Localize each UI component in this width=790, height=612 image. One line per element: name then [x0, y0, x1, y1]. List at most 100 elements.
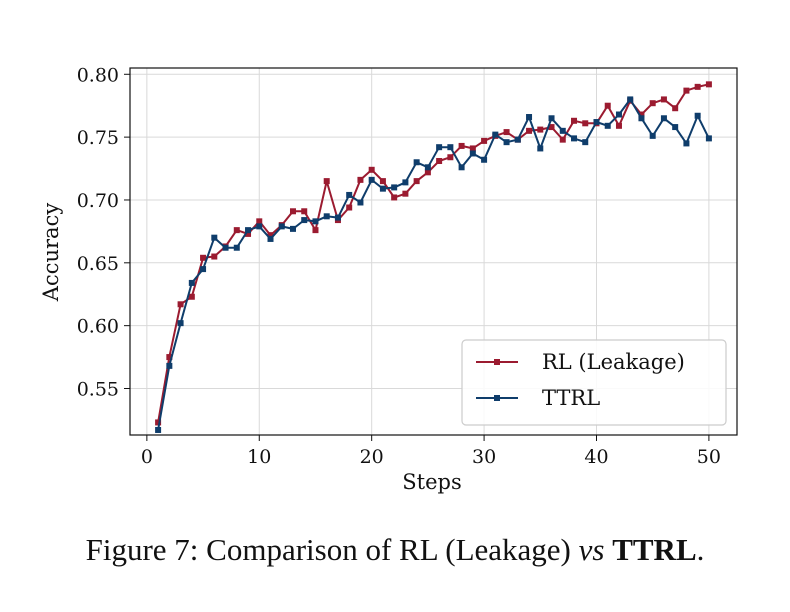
data-point-ttrl — [413, 159, 420, 166]
legend-marker-rl-leakage — [494, 359, 500, 365]
data-point-rl-leakage — [312, 227, 319, 234]
data-point-ttrl — [559, 127, 566, 134]
legend-label-ttrl: TTRL — [542, 386, 600, 410]
caption-suffix: . — [696, 532, 705, 567]
data-point-ttrl — [188, 279, 195, 286]
legend: RL (Leakage) TTRL — [461, 339, 727, 426]
data-point-rl-leakage — [672, 105, 679, 112]
y-tick-label: 0.80 — [77, 64, 119, 86]
data-point-rl-leakage — [638, 111, 645, 118]
data-point-ttrl — [312, 218, 319, 225]
series-ttrl — [155, 96, 712, 433]
data-point-rl-leakage — [526, 127, 533, 134]
data-point-ttrl — [155, 426, 162, 433]
data-point-rl-leakage — [548, 124, 555, 131]
data-point-rl-leakage — [323, 178, 330, 185]
data-point-ttrl — [469, 150, 476, 157]
data-point-rl-leakage — [233, 227, 240, 234]
data-point-ttrl — [424, 164, 431, 171]
data-point-ttrl — [571, 135, 578, 142]
data-point-rl-leakage — [245, 230, 252, 237]
data-point-rl-leakage — [413, 178, 420, 185]
data-point-rl-leakage — [289, 208, 296, 215]
x-axis-ticks: 0 10 20 30 40 50 — [141, 435, 721, 468]
plot-frame — [129, 67, 738, 436]
data-point-ttrl — [267, 235, 274, 242]
data-point-rl-leakage — [705, 81, 712, 88]
data-point-rl-leakage — [200, 254, 207, 261]
data-point-rl-leakage — [391, 194, 398, 201]
data-point-rl-leakage — [537, 126, 544, 133]
data-point-ttrl — [503, 139, 510, 146]
data-point-ttrl — [200, 266, 207, 273]
y-axis-ticks: 0.55 0.60 0.65 0.70 0.75 0.80 — [77, 64, 130, 400]
y-tick-label: 0.55 — [77, 378, 119, 400]
data-point-ttrl — [357, 199, 364, 206]
data-point-ttrl — [694, 112, 701, 119]
x-tick-label: 30 — [472, 446, 496, 468]
figure-caption: Figure 7: Comparison of RL (Leakage) vs … — [0, 532, 790, 568]
y-tick-label: 0.75 — [77, 127, 119, 149]
legend-marker-ttrl — [494, 395, 500, 401]
x-tick-label: 20 — [360, 446, 384, 468]
data-point-rl-leakage — [256, 218, 263, 225]
data-point-ttrl — [537, 145, 544, 152]
chart: 0 10 20 30 40 50 0.55 0.60 0.65 0.70 0.75 0.80 Ste… — [39, 64, 738, 494]
y-tick-label: 0.60 — [77, 316, 119, 338]
data-point-rl-leakage — [402, 190, 409, 197]
data-point-ttrl — [514, 136, 521, 143]
data-point-ttrl — [256, 223, 263, 230]
data-point-ttrl — [481, 156, 488, 163]
data-point-ttrl — [368, 176, 375, 183]
data-point-rl-leakage — [649, 100, 656, 107]
data-point-ttrl — [604, 122, 611, 129]
y-axis-label: Accuracy — [39, 203, 63, 303]
data-point-ttrl — [672, 124, 679, 131]
data-point-ttrl — [245, 227, 252, 234]
data-point-rl-leakage — [469, 145, 476, 152]
data-point-rl-leakage — [211, 253, 218, 260]
x-tick-label: 50 — [697, 446, 721, 468]
caption-vs: vs — [578, 532, 605, 567]
data-point-ttrl — [615, 111, 622, 118]
data-point-ttrl — [705, 135, 712, 142]
data-point-rl-leakage — [694, 83, 701, 90]
data-point-ttrl — [233, 244, 240, 251]
data-point-ttrl — [683, 140, 690, 147]
data-point-rl-leakage — [615, 122, 622, 129]
data-point-rl-leakage — [424, 169, 431, 176]
data-point-ttrl — [447, 144, 454, 151]
data-point-ttrl — [526, 114, 533, 121]
data-point-ttrl — [323, 213, 330, 220]
data-point-rl-leakage — [559, 136, 566, 143]
x-tick-label: 10 — [247, 446, 271, 468]
data-point-ttrl — [211, 234, 218, 241]
data-point-ttrl — [436, 144, 443, 151]
gridlines — [130, 68, 737, 435]
data-point-rl-leakage — [582, 120, 589, 127]
data-point-rl-leakage — [481, 137, 488, 144]
data-point-rl-leakage — [357, 176, 364, 183]
data-point-rl-leakage — [177, 301, 184, 308]
data-point-rl-leakage — [447, 154, 454, 161]
data-point-rl-leakage — [458, 142, 465, 149]
data-point-rl-leakage — [503, 129, 510, 136]
data-point-ttrl — [289, 225, 296, 232]
x-tick-label: 40 — [584, 446, 608, 468]
data-point-ttrl — [166, 362, 173, 369]
data-point-ttrl — [582, 139, 589, 146]
data-point-ttrl — [458, 164, 465, 171]
data-point-rl-leakage — [379, 178, 386, 185]
y-tick-label: 0.70 — [77, 190, 119, 212]
data-point-ttrl — [301, 217, 308, 224]
data-point-ttrl — [278, 223, 285, 230]
data-point-ttrl — [593, 119, 600, 126]
data-point-ttrl — [222, 244, 229, 251]
data-point-ttrl — [492, 131, 499, 138]
data-point-ttrl — [346, 191, 353, 198]
data-point-rl-leakage — [660, 96, 667, 103]
data-point-rl-leakage — [267, 232, 274, 239]
data-point-rl-leakage — [604, 102, 611, 109]
data-point-rl-leakage — [346, 204, 353, 211]
caption-method: TTRL — [612, 532, 697, 567]
